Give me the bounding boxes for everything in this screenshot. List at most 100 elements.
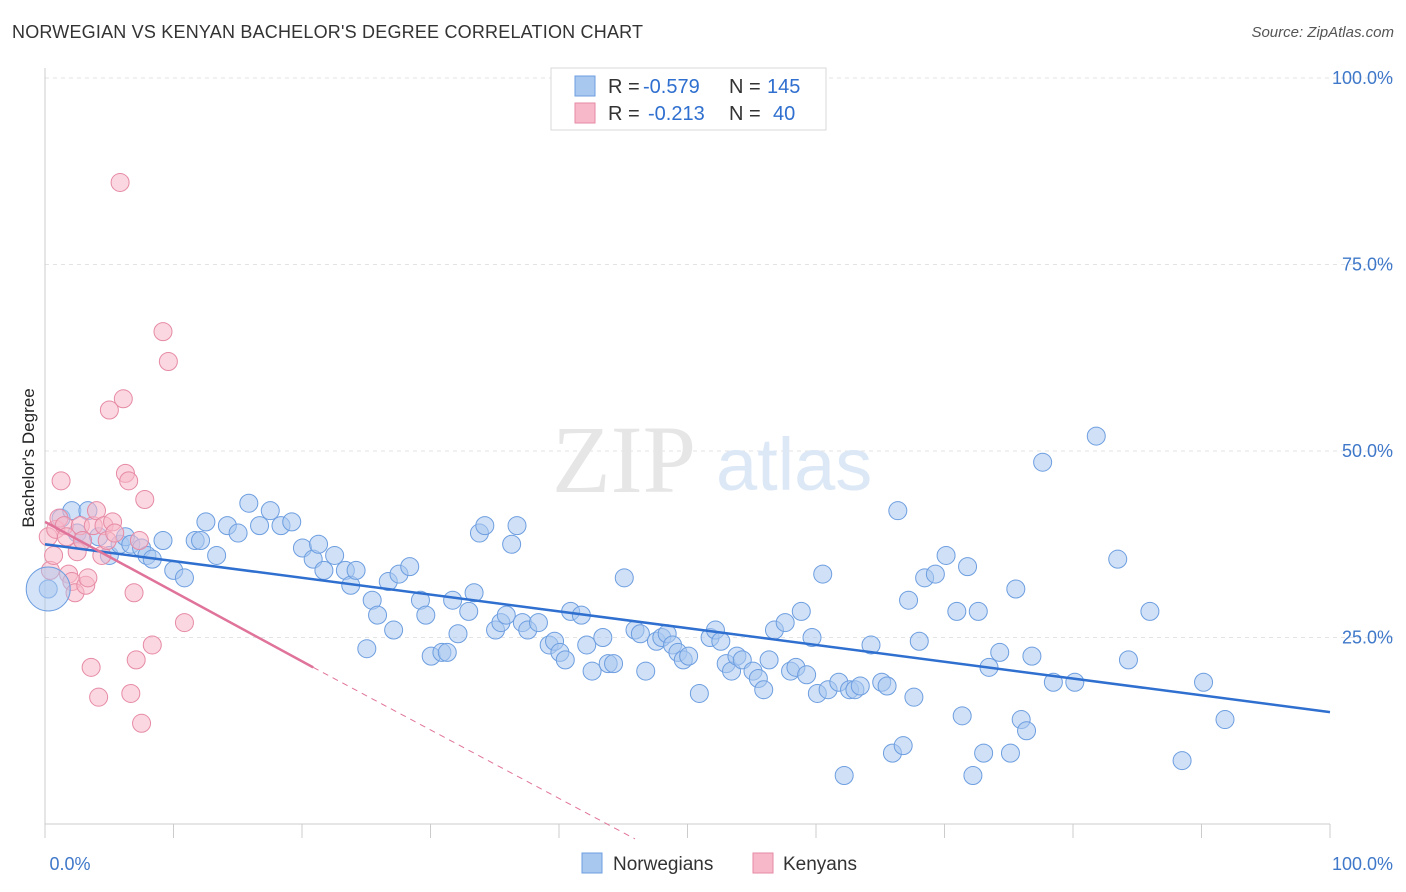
norwegian-point-53	[475, 516, 495, 536]
grid-lines	[45, 77, 1395, 638]
y-axis-label: Bachelor's Degree	[19, 388, 38, 527]
norwegian-point-122	[936, 545, 956, 565]
legend-top-box	[550, 67, 827, 131]
kenyan-point-39	[174, 613, 194, 633]
bottom-legend-label-kenyans: Kenyans	[783, 854, 857, 875]
kenyan-point-16	[81, 657, 101, 677]
bottom-legend-label-norwegians: Norwegians	[613, 854, 713, 875]
norwegian-point-18	[191, 531, 211, 551]
norwegian-point-123	[947, 601, 967, 621]
legend-n-label-1: N =	[729, 103, 761, 125]
norwegian-point-104	[813, 564, 833, 584]
legend-n-value-0: 145	[767, 76, 800, 98]
norwegian-point-58	[507, 516, 527, 536]
legend-r-label-0: R =	[608, 76, 640, 98]
kenyan-point-30	[121, 683, 141, 703]
norwegian-point-56	[496, 605, 516, 625]
norwegian-point-30	[309, 534, 329, 554]
norwegian-point-145	[1215, 710, 1235, 730]
norwegian-point-132	[1006, 579, 1026, 599]
norwegian-point-27	[282, 512, 302, 532]
norwegian-point-119	[909, 631, 929, 651]
norwegian-point-144	[1194, 672, 1214, 692]
norwegian-point-102	[802, 628, 822, 647]
watermark-atlas: atlas	[716, 423, 872, 506]
norwegian-point-100	[791, 601, 811, 621]
norwegian-point-83	[679, 646, 699, 666]
x-tick-label-1: 100.0%	[1332, 854, 1393, 874]
norwegian-point-87	[711, 631, 731, 651]
norwegian-point-125	[958, 557, 978, 577]
kenyan-trend-line	[44, 520, 314, 669]
bottom-legend-swatch-norwegians	[581, 852, 603, 874]
norwegian-point-70	[593, 628, 613, 647]
norwegian-point-126	[963, 766, 983, 786]
norwegian-point-large	[25, 566, 71, 612]
norwegian-point-49	[448, 624, 468, 644]
norwegian-point-36	[357, 639, 377, 659]
norwegian-point-42	[400, 557, 420, 577]
norwegian-point-51	[464, 583, 484, 603]
legend-swatch-norwegians	[574, 75, 596, 97]
kenyan-point-36	[142, 635, 162, 655]
data-points	[25, 172, 1235, 786]
norwegian-point-19	[196, 512, 216, 532]
norwegian-point-75	[630, 624, 650, 644]
y-tick-label-3: 100.0%	[1332, 68, 1393, 88]
norwegian-point-61	[528, 613, 548, 633]
legend-r-value-0: -0.579	[643, 76, 700, 98]
kenyan-trend-extension	[312, 666, 636, 840]
norwegian-point-16	[174, 568, 194, 588]
kenyan-point-31	[124, 583, 144, 603]
x-tick-label-0: 0.0%	[49, 854, 90, 874]
kenyan-point-35	[135, 489, 155, 509]
norwegian-point-136	[1033, 452, 1053, 472]
kenyan-point-27	[113, 389, 133, 409]
kenyan-point-23	[99, 400, 119, 420]
norwegian-point-131	[1000, 743, 1020, 763]
norwegian-point-128	[974, 743, 994, 763]
norwegian-point-48	[443, 590, 463, 610]
kenyan-point-37	[153, 322, 173, 342]
norwegian-point-65	[555, 650, 575, 670]
legend-bottom: Norwegians Kenyans	[581, 852, 857, 875]
kenyan-point-19	[89, 687, 109, 707]
norwegian-point-110	[850, 676, 870, 696]
kenyan-point-34	[132, 713, 152, 733]
watermark-zip: ZIP	[552, 406, 696, 513]
norwegian-point-44	[416, 605, 436, 625]
norwegian-point-31	[314, 560, 334, 580]
norwegian-point-40	[384, 620, 404, 640]
norwegian-point-95	[759, 650, 779, 670]
norwegian-point-101	[797, 665, 817, 685]
norwegian-point-32	[325, 545, 345, 565]
norwegian-point-107	[834, 766, 854, 786]
norwegian-point-130	[990, 642, 1010, 662]
legend-r-value-1: -0.213	[648, 103, 705, 125]
y-tick-label-2: 75.0%	[1342, 255, 1393, 275]
norwegian-point-142	[1140, 601, 1160, 621]
norwegian-point-57	[502, 534, 522, 554]
norwegian-point-121	[925, 564, 945, 584]
norwegian-point-115	[888, 501, 908, 521]
kenyan-point-29	[119, 471, 139, 491]
kenyan-point-33	[129, 531, 149, 551]
norwegian-point-140	[1108, 549, 1128, 569]
norwegian-point-38	[368, 605, 388, 625]
norwegian-point-24	[250, 516, 270, 536]
axes	[44, 68, 1331, 838]
norwegian-point-47	[437, 642, 457, 662]
norwegian-point-111	[861, 635, 881, 655]
norwegian-point-76	[636, 661, 656, 681]
norwegian-point-113	[877, 676, 897, 696]
norwegian-point-84	[689, 683, 709, 703]
norwegian-point-69	[582, 661, 602, 681]
watermark: ZIP atlas	[552, 406, 872, 513]
norwegian-point-50	[459, 601, 479, 621]
norwegian-point-139	[1086, 426, 1106, 446]
legend-n-value-1: 40	[773, 103, 795, 125]
kenyan-point-18	[86, 501, 106, 521]
norwegian-point-14	[153, 531, 173, 551]
norwegian-point-143	[1172, 751, 1192, 771]
